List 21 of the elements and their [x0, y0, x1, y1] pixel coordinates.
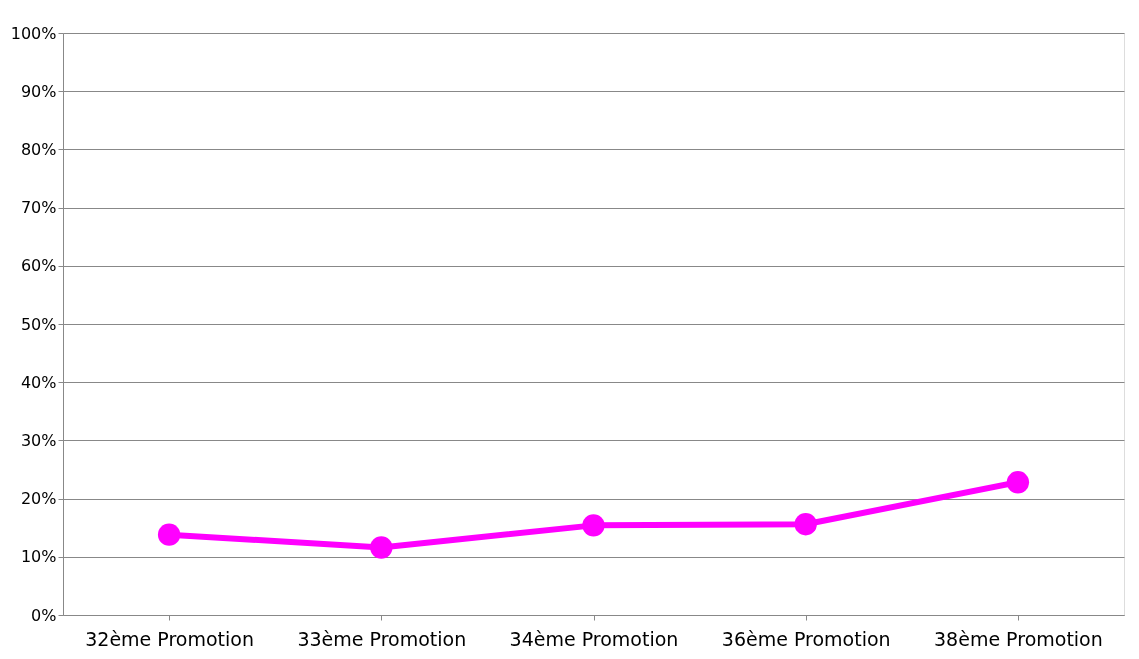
point	[370, 536, 393, 559]
y-tick-label: 50%	[20, 314, 57, 334]
y-tick-label: 90%	[20, 81, 57, 101]
y-tick-label: 0%	[31, 605, 57, 625]
x-tick-label: 36ème Promotion	[721, 627, 891, 650]
y-tick-label: 80%	[20, 139, 57, 159]
point	[582, 514, 605, 537]
point	[794, 513, 817, 536]
x-tick-label: 34ème Promotion	[509, 627, 679, 650]
y-tick-label: 30%	[20, 430, 57, 450]
y-tick-label: 100%	[10, 23, 57, 43]
y-tick-label: 60%	[20, 256, 57, 276]
point	[1006, 471, 1030, 494]
x-tick-label: 33ème Promotion	[297, 627, 467, 650]
y-tick-label: 20%	[20, 489, 57, 509]
y-tick-label: 10%	[20, 547, 57, 567]
x-tick-label: 38ème Promotion	[934, 627, 1103, 650]
y-tick-label: 70%	[20, 198, 57, 218]
y-tick-label: 40%	[20, 372, 57, 392]
x-tick-label: 32ème Promotion	[85, 627, 254, 650]
point	[157, 523, 181, 546]
